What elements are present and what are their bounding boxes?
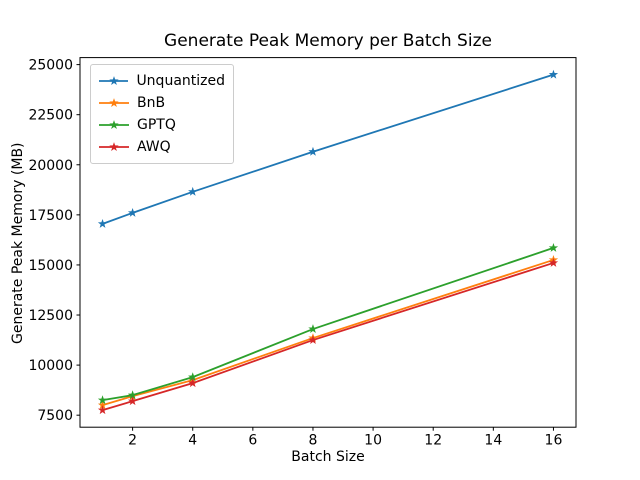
y-tick-label: 17500 (28, 208, 73, 224)
data-point-gptq-batch-2 (127, 390, 138, 400)
data-point-awq-batch-4 (188, 378, 198, 388)
chart-title: Generate Peak Memory per Batch Size (164, 31, 492, 51)
legend-label: AWQ (137, 139, 171, 155)
star-marker-icon (109, 76, 119, 85)
legend-item-bnb: BnB (99, 92, 225, 114)
legend-line-star-swatch (99, 120, 129, 129)
data-point-gptq-batch-16 (548, 243, 559, 252)
legend-item-unquantized: Unquantized (99, 70, 225, 92)
x-axis-label: Batch Size (291, 449, 365, 465)
data-point-unquantized-batch-8 (308, 146, 318, 156)
legend-line-star-swatch (99, 76, 129, 85)
legend-label: Unquantized (136, 73, 225, 89)
data-point-awq-batch-8 (308, 335, 318, 345)
y-tick-label: 25000 (28, 58, 73, 74)
legend: Unquantized BnB GPTQ AWQ (90, 64, 234, 164)
star-marker-icon (109, 98, 119, 107)
x-tick-label: 6 (248, 433, 257, 449)
y-tick-label: 7500 (37, 408, 73, 424)
data-point-unquantized-batch-4 (188, 186, 198, 196)
star-marker-icon (109, 142, 119, 151)
data-point-unquantized-batch-2 (127, 207, 138, 217)
data-point-gptq-batch-4 (188, 372, 198, 382)
y-tick-label: 12500 (28, 308, 73, 324)
legend-item-awq: AWQ (99, 136, 225, 158)
star-marker-icon (109, 120, 119, 129)
y-tick-label: 10000 (28, 358, 73, 374)
x-tick-label: 14 (484, 433, 502, 449)
y-tick-label: 20000 (28, 158, 73, 174)
series-line-awq (102, 262, 554, 412)
data-point-awq-batch-2 (127, 396, 138, 406)
data-point-awq-batch-1 (97, 405, 108, 415)
data-point-gptq-batch-8 (308, 324, 318, 333)
data-point-gptq-batch-1 (97, 395, 108, 405)
data-point-awq-batch-16 (548, 258, 559, 267)
x-tick-label: 2 (128, 433, 137, 449)
data-point-bnb-batch-1 (97, 400, 108, 410)
x-tick-label: 16 (545, 433, 563, 449)
legend-label: BnB (137, 95, 166, 111)
legend-item-gptq: GPTQ (99, 114, 225, 136)
plot-border (79, 57, 577, 428)
x-tick-label: 8 (309, 433, 318, 449)
x-tick-label: 10 (364, 433, 382, 449)
legend-label: GPTQ (137, 117, 176, 133)
y-axis-label: Generate Peak Memory (MB) (10, 142, 26, 344)
legend-line-star-swatch (99, 98, 129, 107)
data-point-unquantized-batch-16 (548, 69, 559, 79)
legend-line-star-swatch (99, 142, 129, 151)
y-tick-label: 22500 (28, 108, 73, 124)
x-tick-label: 12 (424, 433, 442, 449)
x-tick-label: 4 (188, 433, 197, 449)
series-line-gptq (102, 247, 554, 402)
data-point-unquantized-batch-1 (97, 218, 108, 228)
y-tick-label: 15000 (28, 258, 73, 274)
